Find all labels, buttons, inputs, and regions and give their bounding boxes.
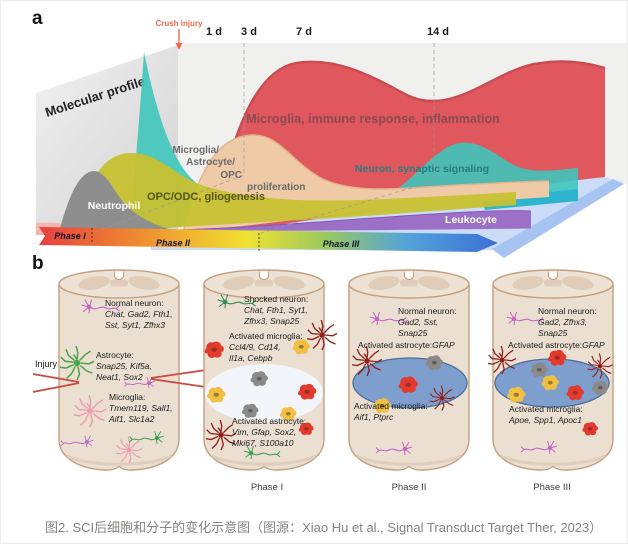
band-proliferation-outline xyxy=(182,134,550,234)
band-leukocyte-label: Leukocyte xyxy=(445,214,497,226)
annotation-activated-microglia-p2: Activated microglia: Aif1, Ptprc xyxy=(354,401,428,422)
panel-a-label: a xyxy=(32,8,43,29)
annotation-activated-microglia-p1: Activated microglia: Ccl4/9, Cd14, Il1a,… xyxy=(229,331,303,363)
figure-caption: 图2. SCI后细胞和分子的变化示意图（图源：Xiao Hu et al., S… xyxy=(45,520,603,535)
injury-label: Injury xyxy=(35,359,58,369)
spinal-cord-normal xyxy=(58,269,180,471)
dorsal-notch xyxy=(547,271,559,281)
lesion-core xyxy=(205,364,323,422)
band-leukocyte xyxy=(163,210,531,231)
time-label-7d: 7 d xyxy=(296,26,312,38)
annotation-activated-astrocyte-p1: Activated astrocyte: Vim, Gfap, Sox2, Mk… xyxy=(232,416,307,448)
dorsal-notch xyxy=(113,271,125,281)
band-proliferation-label-4: proliferation xyxy=(247,182,305,193)
phase-bar xyxy=(39,227,498,252)
band-proliferation-label-3: OPC xyxy=(220,170,242,181)
crush-injury-label: Crush injury xyxy=(155,19,203,28)
band-opc-label: OPC/ODC, gliogenesis xyxy=(147,191,265,203)
time-label-14d: 14 d xyxy=(427,26,449,38)
time-label-3d: 3 d xyxy=(241,26,257,38)
dorsal-notch xyxy=(258,271,270,281)
band-leukocyte-outline xyxy=(162,210,532,231)
band-proliferation-label-1: Microglia/ xyxy=(172,145,219,156)
panel-a-chart: Molecular profile xyxy=(36,19,627,258)
phase-2-label: Phase II xyxy=(156,238,191,248)
annotation-activated-astrocyte-p3: Activated astrocyte:GFAP xyxy=(508,340,605,350)
band-opc-gliogenesis xyxy=(73,153,516,233)
cylinder-phase3-caption: Phase III xyxy=(533,482,571,493)
annotation-normal-neuron-p3: Normal neuron: Gad2, Zfhx3, Snap25 xyxy=(538,306,597,338)
annotation-shocked-neuron: Shocked neuron: Chat, Fth1, Syt1, Zfhx3,… xyxy=(244,294,309,326)
panel-b-diagram xyxy=(32,269,614,471)
guide-3d xyxy=(92,43,245,234)
spinal-cord-phase2 xyxy=(348,269,470,471)
dorsal-notch xyxy=(403,271,415,281)
annotation-microglia: Microglia: Tmem119, Sall1, Aif1, Slc1a2 xyxy=(109,392,173,424)
injury-marks xyxy=(32,369,207,393)
band-neutrophil-label: Neutrophil xyxy=(88,200,141,212)
cylinder-phase1-caption: Phase I xyxy=(250,482,284,493)
gray-matter xyxy=(368,276,450,290)
cylinder-phase2-caption: Phase II xyxy=(391,482,427,493)
annotation-normal-neuron-p2: Normal neuron: Gad2, Sst, Snap25 xyxy=(398,306,457,338)
band-microglia-outline xyxy=(215,60,606,212)
band-microglia-label: Microglia, immune response, inflammation xyxy=(246,112,500,126)
gray-matter xyxy=(223,276,305,290)
spinal-cord-phase1 xyxy=(203,269,338,471)
platform-bevel xyxy=(492,179,624,258)
band-neuron-label: Neuron, synaptic signaling xyxy=(355,163,489,175)
gray-matter xyxy=(512,276,594,290)
panel-b-label: b xyxy=(32,253,44,274)
gray-matter xyxy=(78,276,160,290)
annotation-normal-neuron: Normal neuron: Chat, Gad2, Fth1, Sst, Sy… xyxy=(105,298,173,330)
band-proliferation-label-2: Astrocyte/ xyxy=(186,157,235,168)
spinal-cord-phase3 xyxy=(487,269,614,471)
band-neutrophil xyxy=(59,170,181,232)
crush-injury-arrow xyxy=(175,29,183,50)
annotation-activated-astrocyte-p2: Activated astrocyte:GFAP xyxy=(358,340,455,350)
time-label-1d: 1 d xyxy=(206,26,222,38)
annotation-activated-microglia-p3: Activated microglia: Apoe, Spp1, Apoc1 xyxy=(509,404,583,425)
annotation-astrocyte: Astrocyte: Snap25, Kif5a, Neat1, Sox2 xyxy=(96,350,152,382)
guide-14d xyxy=(260,43,435,234)
phase-3-label: Phase III xyxy=(323,239,360,249)
phase-1-label: Phase I xyxy=(54,231,86,241)
